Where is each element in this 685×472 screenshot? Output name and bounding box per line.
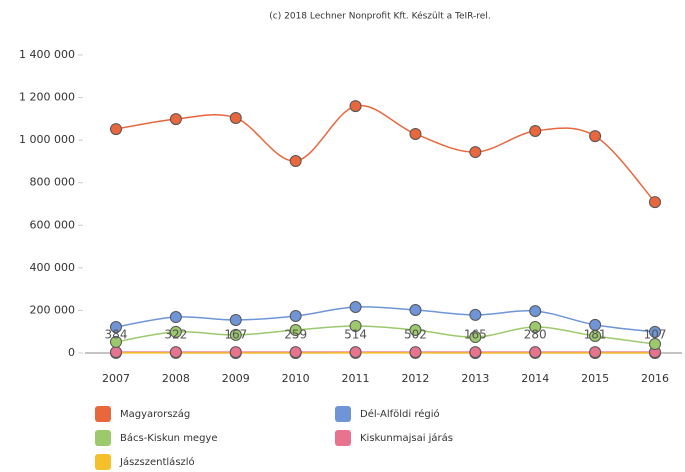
x-tick-label: 2010	[282, 372, 310, 385]
point	[289, 346, 302, 359]
point	[229, 314, 242, 327]
point	[469, 146, 482, 159]
point	[589, 130, 602, 143]
x-tick-label: 2008	[162, 372, 190, 385]
point	[289, 324, 302, 337]
point	[289, 155, 302, 168]
legend-swatch	[335, 406, 351, 422]
point	[649, 196, 661, 209]
point	[169, 325, 182, 338]
series-line	[115, 306, 656, 333]
point	[229, 328, 242, 341]
data-label: 259	[284, 327, 307, 341]
data-label: 502	[404, 327, 427, 341]
point	[110, 123, 122, 136]
y-tick-label: 800 000	[30, 176, 76, 189]
x-tick-label: 2015	[581, 372, 609, 385]
point	[589, 318, 602, 331]
legend-swatch	[95, 430, 111, 446]
legend-swatch	[95, 454, 111, 470]
data-label: 107	[644, 327, 667, 341]
x-tick-label: 2009	[222, 372, 250, 385]
legend-swatch	[335, 430, 351, 446]
data-label: 181	[584, 327, 607, 341]
point	[349, 100, 362, 113]
legend-label: Jászszentlászló	[119, 456, 195, 468]
point	[349, 319, 362, 332]
point	[409, 127, 422, 140]
point	[229, 346, 242, 359]
data-label: 384	[105, 327, 128, 341]
point	[169, 346, 182, 359]
point	[469, 346, 482, 359]
point	[169, 113, 182, 126]
series-line	[115, 325, 656, 345]
x-tick-label: 2012	[401, 372, 429, 385]
point	[529, 305, 542, 318]
point	[409, 304, 422, 317]
point	[649, 338, 661, 351]
point	[529, 124, 542, 137]
y-tick-label: 1 200 000	[19, 91, 75, 104]
point	[110, 346, 122, 359]
legend-label: Kiskunmajsai járás	[360, 432, 453, 444]
data-label: 280	[524, 327, 547, 341]
point	[289, 309, 302, 322]
data-label: 322	[164, 327, 187, 341]
legend-label: Dél-Alföldi régió	[360, 408, 440, 420]
point	[110, 321, 122, 334]
chart-title: (c) 2018 Lechner Nonprofit Kft. Készült …	[269, 11, 490, 22]
point	[229, 112, 242, 125]
x-tick-label: 2013	[461, 372, 489, 385]
point	[529, 321, 542, 334]
x-tick-label: 2007	[102, 372, 130, 385]
point	[349, 346, 362, 359]
data-label: 167	[224, 327, 247, 341]
point	[469, 308, 482, 321]
point	[110, 335, 122, 348]
point	[469, 331, 482, 344]
data-label: 514	[344, 327, 367, 341]
x-tick-label: 2014	[521, 372, 549, 385]
point	[409, 324, 422, 337]
x-tick-label: 2011	[342, 372, 370, 385]
legend-label: Magyarország	[120, 408, 190, 420]
y-tick-label: 1 000 000	[19, 133, 75, 146]
x-tick-label: 2016	[641, 372, 669, 385]
y-tick-label: 0	[68, 346, 75, 359]
point	[169, 311, 182, 324]
legend-swatch	[95, 406, 111, 422]
point	[589, 346, 602, 359]
legend-label: Bács-Kiskun megye	[120, 432, 218, 444]
point	[529, 346, 542, 359]
data-label: 165	[464, 327, 487, 341]
y-tick-label: 1 400 000	[19, 48, 75, 61]
point	[649, 325, 661, 338]
point	[349, 301, 362, 314]
y-tick-label: 200 000	[30, 303, 76, 316]
y-tick-label: 400 000	[30, 261, 76, 274]
point	[409, 346, 422, 359]
y-tick-label: 600 000	[30, 218, 76, 231]
series-line	[115, 104, 656, 203]
